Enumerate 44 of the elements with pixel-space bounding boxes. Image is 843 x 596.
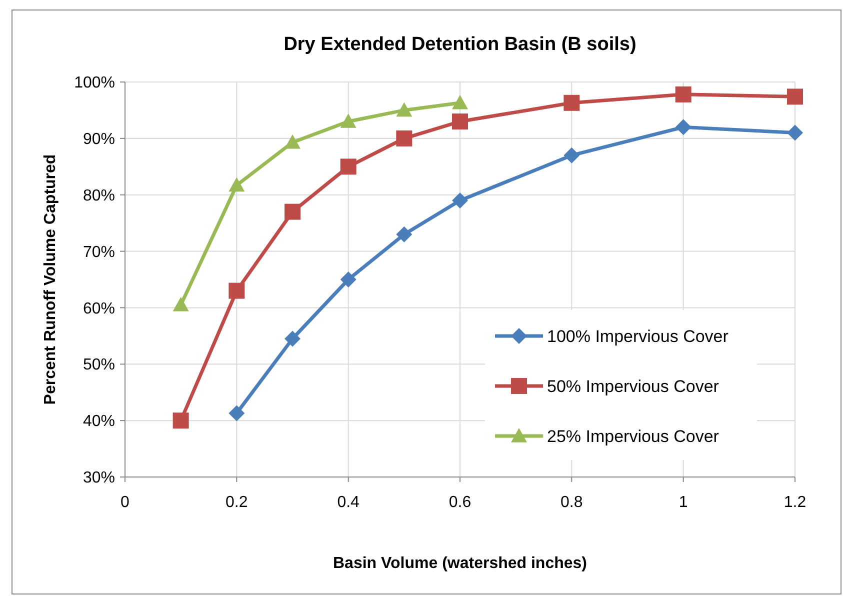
point bbox=[564, 147, 580, 164]
y-tick-label: 50% bbox=[82, 356, 115, 374]
y-axis-title: Percent Runoff Volume Captured bbox=[42, 154, 59, 405]
point bbox=[675, 119, 692, 136]
point bbox=[396, 130, 412, 146]
point bbox=[284, 204, 300, 220]
x-tick-label: 1.2 bbox=[784, 494, 806, 511]
legend-label: 25% Impervious Cover bbox=[547, 426, 720, 446]
point bbox=[452, 94, 468, 110]
legend-label: 100% Impervious Cover bbox=[547, 326, 729, 346]
point bbox=[564, 94, 580, 111]
y-tick-label: 80% bbox=[82, 187, 115, 204]
point bbox=[228, 177, 245, 192]
point bbox=[172, 412, 189, 429]
chart-title: Dry Extended Detention Basin (B soils) bbox=[284, 34, 636, 55]
y-tick-label: 40% bbox=[82, 413, 115, 430]
y-tick-label: 70% bbox=[82, 244, 115, 261]
y-tick-label: 30% bbox=[82, 470, 115, 487]
point bbox=[452, 192, 468, 208]
point bbox=[172, 296, 189, 312]
point bbox=[787, 88, 803, 105]
x-tick-label: 0.6 bbox=[448, 494, 472, 511]
point bbox=[452, 114, 468, 130]
point bbox=[340, 158, 356, 175]
point bbox=[284, 330, 300, 347]
x-tick-label: 0.8 bbox=[560, 494, 583, 511]
y-tick-label: 100% bbox=[74, 74, 115, 92]
point bbox=[396, 226, 412, 242]
point bbox=[284, 134, 300, 149]
x-tick-label: 0.4 bbox=[337, 494, 360, 511]
point bbox=[675, 86, 692, 102]
legend-label: 50% Impervious Cover bbox=[547, 376, 720, 396]
point bbox=[340, 272, 356, 288]
y-tick-label: 90% bbox=[82, 131, 115, 148]
y-tick-label: 60% bbox=[82, 300, 115, 318]
point bbox=[228, 282, 245, 299]
point bbox=[787, 124, 803, 141]
point bbox=[340, 114, 356, 128]
x-axis-title: Basin Volume (watershed inches) bbox=[333, 555, 587, 572]
x-tick-label: 0.2 bbox=[226, 494, 248, 511]
point bbox=[228, 405, 245, 422]
x-tick-label: 0 bbox=[120, 494, 130, 511]
x-tick-label: 1 bbox=[678, 494, 688, 511]
point bbox=[396, 102, 412, 117]
